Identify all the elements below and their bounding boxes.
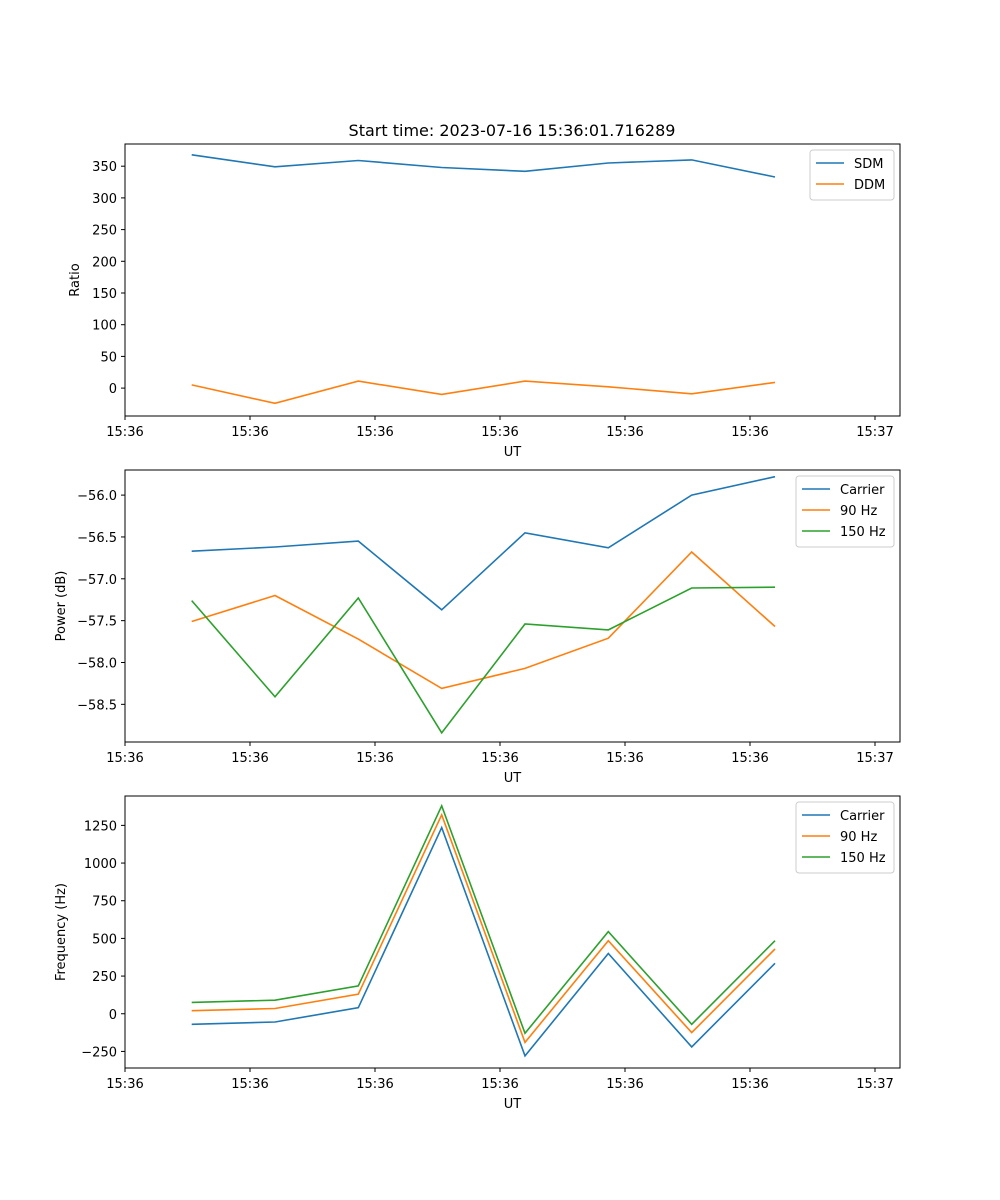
series-line-150-hz — [191, 803, 776, 1035]
figure-title: Start time: 2023-07-16 15:36:01.716289 — [349, 121, 676, 140]
legend-label: Carrier — [840, 483, 885, 498]
x-axis-label: UT — [504, 1097, 522, 1112]
series-line-ddm — [191, 380, 776, 405]
panels: 15:36 15:36 15:36 15:36 15:36 15:36 15:37 0 50 10… — [54, 143, 901, 1112]
y-tick-label: 350 — [92, 160, 117, 175]
y-tick-label: 50 — [100, 350, 117, 365]
y-tick-label: −57.0 — [77, 573, 117, 588]
series-line-carrier — [191, 825, 776, 1058]
x-tick-label: 15:37 — [856, 1077, 893, 1092]
y-tick-label: 300 — [92, 192, 117, 207]
y-tick-label: 750 — [92, 895, 117, 910]
y-axis-label: Ratio — [68, 263, 83, 296]
x-tick-label: 15:37 — [856, 425, 893, 440]
x-tick-label: 15:36 — [106, 425, 143, 440]
y-tick-label: 0 — [109, 382, 117, 397]
series-line-carrier — [191, 475, 776, 611]
x-tick-label: 15:36 — [731, 751, 768, 766]
y-tick-label: 1000 — [84, 857, 117, 872]
x-axis-label: UT — [504, 771, 522, 786]
y-tick-label: 250 — [92, 224, 117, 239]
x-tick-label: 15:36 — [731, 1077, 768, 1092]
plot-frame — [124, 143, 901, 417]
y-tick-label: 1250 — [84, 819, 117, 834]
y-tick-label: 200 — [92, 255, 117, 270]
plot-frame — [124, 795, 901, 1069]
x-tick-label: 15:36 — [231, 425, 268, 440]
y-tick-label: −56.5 — [77, 531, 117, 546]
y-axis-label: Power (dB) — [54, 571, 69, 642]
chart-panel-2: 15:36 15:36 15:36 15:36 15:36 15:36 15:37 −58.5… — [54, 469, 901, 786]
y-tick-label: −56.0 — [77, 489, 117, 504]
x-tick-label: 15:36 — [356, 1077, 393, 1092]
x-tick-label: 15:37 — [856, 751, 893, 766]
x-tick-label: 15:36 — [231, 1077, 268, 1092]
y-axis-label: Frequency (Hz) — [54, 883, 69, 981]
series-line-90-hz — [191, 812, 776, 1044]
y-tick-label: 150 — [92, 287, 117, 302]
y-tick-label: −57.5 — [77, 615, 117, 630]
legend-label: 150 Hz — [840, 525, 886, 540]
legend-label: 150 Hz — [840, 851, 886, 866]
x-tick-label: 15:36 — [606, 751, 643, 766]
legend-label: SDM — [854, 157, 883, 172]
legend-label: DDM — [854, 178, 885, 193]
chart-panel-1: 15:36 15:36 15:36 15:36 15:36 15:36 15:37 0 50 10… — [68, 143, 901, 460]
x-tick-label: 15:36 — [106, 751, 143, 766]
x-tick-label: 15:36 — [481, 425, 518, 440]
legend-box — [795, 801, 895, 874]
plot-frame — [124, 469, 901, 743]
x-tick-label: 15:36 — [481, 751, 518, 766]
x-tick-label: 15:36 — [356, 751, 393, 766]
x-tick-label: 15:36 — [481, 1077, 518, 1092]
y-tick-label: 0 — [109, 1008, 117, 1023]
legend-label: 90 Hz — [840, 830, 877, 845]
x-tick-label: 15:36 — [606, 1077, 643, 1092]
series-line-150-hz — [191, 586, 776, 735]
y-tick-label: −58.5 — [77, 698, 117, 713]
legend-label: 90 Hz — [840, 504, 877, 519]
y-tick-label: −58.0 — [77, 656, 117, 671]
x-tick-label: 15:36 — [106, 1077, 143, 1092]
y-tick-label: 100 — [92, 319, 117, 334]
x-tick-label: 15:36 — [356, 425, 393, 440]
y-tick-label: 250 — [92, 970, 117, 985]
x-tick-label: 15:36 — [731, 425, 768, 440]
legend-label: Carrier — [840, 809, 885, 824]
x-axis-label: UT — [504, 445, 522, 460]
legend-box — [795, 475, 895, 548]
series-line-sdm — [191, 154, 776, 178]
y-tick-label: −250 — [81, 1045, 117, 1060]
chart-panel-3: 15:36 15:36 15:36 15:36 15:36 15:36 15:37 −250 0… — [54, 795, 901, 1112]
y-tick-label: 500 — [92, 932, 117, 947]
x-tick-label: 15:36 — [231, 751, 268, 766]
x-tick-label: 15:36 — [606, 425, 643, 440]
